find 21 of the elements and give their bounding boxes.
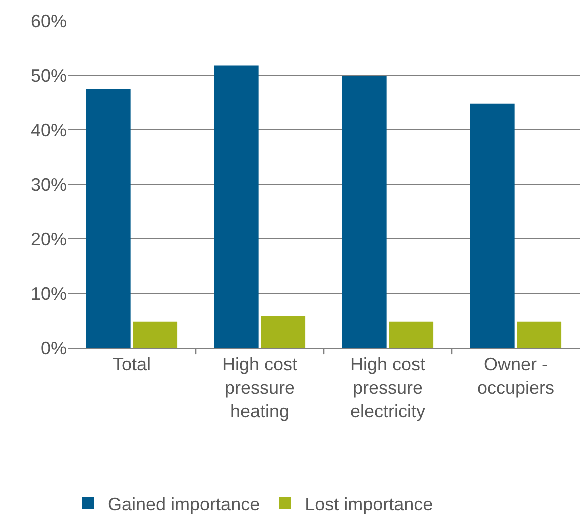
legend-label: Gained importance (108, 494, 260, 515)
y-tick-label: 10% (30, 284, 67, 304)
x-tick-label: Total (112, 354, 152, 375)
y-tick-label: 0% (40, 338, 67, 358)
bar (133, 322, 178, 348)
y-tick-label: 60% (30, 11, 67, 32)
y-tick-label: 40% (30, 120, 67, 140)
bar (389, 322, 434, 348)
x-tick-label: High cost pressure electricity (350, 354, 426, 422)
bar (261, 316, 306, 348)
x-tick-label: Owner - occupiers (477, 354, 555, 398)
bar (214, 66, 259, 348)
bar (470, 104, 515, 348)
bar (86, 89, 131, 348)
bar (342, 76, 387, 348)
y-tick-label: 20% (30, 229, 67, 250)
legend-label: Lost importance (305, 494, 434, 515)
bar (517, 322, 562, 348)
x-tick-label: High cost pressure heating (222, 354, 298, 422)
y-tick-label: 50% (30, 66, 67, 86)
y-tick-label: 30% (30, 174, 67, 195)
